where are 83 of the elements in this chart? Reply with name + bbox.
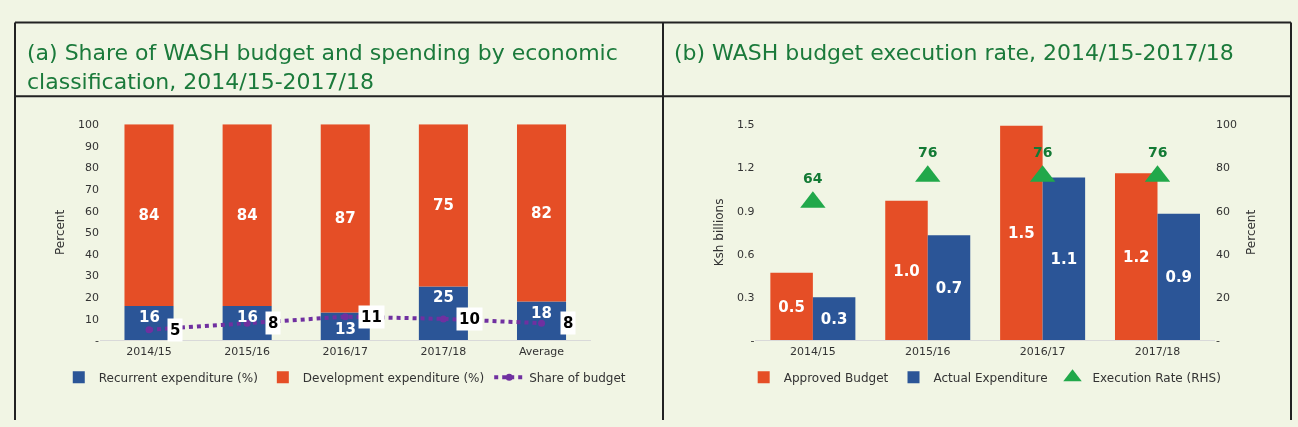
y-tick-label: 0.3 — [736, 291, 755, 305]
y2-tick-label: 100 — [1215, 118, 1237, 132]
y2-axis-title: Percent — [1243, 209, 1258, 255]
y-tick-label: 40 — [84, 247, 99, 261]
bar — [124, 124, 174, 306]
y-tick-label: 30 — [84, 269, 99, 283]
chart-title: (a) Share of WASH budget and spending by economic classification, 2014/15-2017/18 — [27, 40, 618, 94]
data-label: 8 — [563, 314, 574, 332]
x-tick-label: 2017/18 — [1134, 344, 1181, 358]
data-label: 0.5 — [778, 297, 805, 316]
data-label: 1.2 — [1122, 247, 1150, 266]
data-label: 1.5 — [1008, 224, 1035, 243]
y2-tick-label: 80 — [1215, 161, 1230, 175]
x-tick-label: 2014/15 — [790, 344, 836, 358]
bar — [927, 235, 971, 341]
bar — [770, 272, 813, 341]
y-axis-title: Percent — [53, 209, 68, 255]
y2-tick-label: - — [1215, 334, 1220, 348]
legend-label: Actual Expenditure — [933, 371, 1048, 386]
legend-label: Execution Rate (RHS) — [1092, 371, 1221, 386]
x-tick-label: 2017/18 — [420, 344, 467, 358]
bar — [517, 124, 567, 302]
y-tick-label: - — [750, 334, 755, 348]
y2-tick-label: 40 — [1215, 247, 1230, 261]
x-tick-label: 2015/16 — [224, 344, 270, 358]
point — [145, 326, 153, 334]
y-tick-label: 80 — [84, 161, 99, 175]
x-tick-label: 2015/16 — [904, 344, 951, 358]
data-label: 5 — [170, 321, 181, 339]
data-label: 18 — [531, 304, 552, 322]
x-tick-label: Average — [518, 344, 565, 358]
y-tick-label: 0.6 — [736, 247, 755, 261]
bar — [1114, 173, 1158, 341]
data-label: 16 — [139, 308, 160, 326]
data-label: 82 — [531, 203, 552, 222]
data-label: 0.3 — [820, 309, 848, 328]
legend-label: Approved Budget — [783, 371, 889, 386]
y-tick-label: 1.2 — [736, 161, 755, 175]
data-label: 10 — [459, 310, 480, 328]
data-label: 1.1 — [1050, 250, 1078, 269]
x-tick-label: 2016/17 — [1019, 344, 1066, 358]
bar — [1042, 177, 1086, 341]
y-tick-label: - — [94, 334, 99, 348]
data-label: 25 — [433, 288, 454, 306]
x-tick-label: 2016/17 — [322, 344, 369, 358]
y2-tick-label: 20 — [1215, 291, 1230, 305]
point — [439, 315, 447, 323]
data-label: 64 — [803, 170, 823, 186]
data-label: 84 — [138, 206, 160, 225]
data-label: 75 — [432, 196, 454, 215]
data-label: 16 — [237, 308, 258, 326]
y-tick-label: 0.9 — [736, 204, 755, 218]
y-axis-title: Ksh billions — [712, 198, 727, 267]
legend-label: Development expenditure (%) — [302, 371, 485, 386]
data-label: 11 — [361, 308, 382, 326]
bar — [222, 124, 272, 306]
bar — [885, 200, 928, 341]
data-label: 0.9 — [1165, 268, 1193, 287]
data-label: 0.7 — [935, 278, 963, 297]
x-tick-label: 2014/15 — [126, 344, 172, 358]
chart-title: (b) WASH budget execution rate, 2014/15-2017/18 — [674, 40, 1234, 65]
data-label: 84 — [236, 206, 258, 225]
y2-tick-label: 60 — [1215, 204, 1230, 218]
legend-label: Recurrent expenditure (%) — [98, 371, 258, 386]
y-tick-label: 50 — [84, 226, 99, 240]
bar — [418, 124, 468, 287]
y-tick-label: 1.5 — [736, 118, 755, 132]
y-tick-label: 90 — [84, 139, 99, 153]
y-tick-label: 10 — [84, 312, 99, 326]
point — [341, 313, 349, 321]
y-tick-label: 20 — [84, 291, 99, 305]
point — [538, 319, 546, 327]
data-label: 87 — [334, 209, 356, 228]
data-label: 76 — [918, 144, 938, 160]
y-tick-label: 60 — [84, 204, 99, 218]
data-label: 1.0 — [893, 261, 920, 280]
data-label: 76 — [1148, 144, 1168, 160]
data-label: 13 — [335, 320, 356, 338]
y-tick-label: 100 — [77, 118, 99, 132]
bar — [1157, 213, 1200, 341]
data-label: 8 — [268, 314, 279, 332]
y-tick-label: 70 — [84, 183, 99, 196]
legend-label: Share of budget — [529, 371, 626, 386]
